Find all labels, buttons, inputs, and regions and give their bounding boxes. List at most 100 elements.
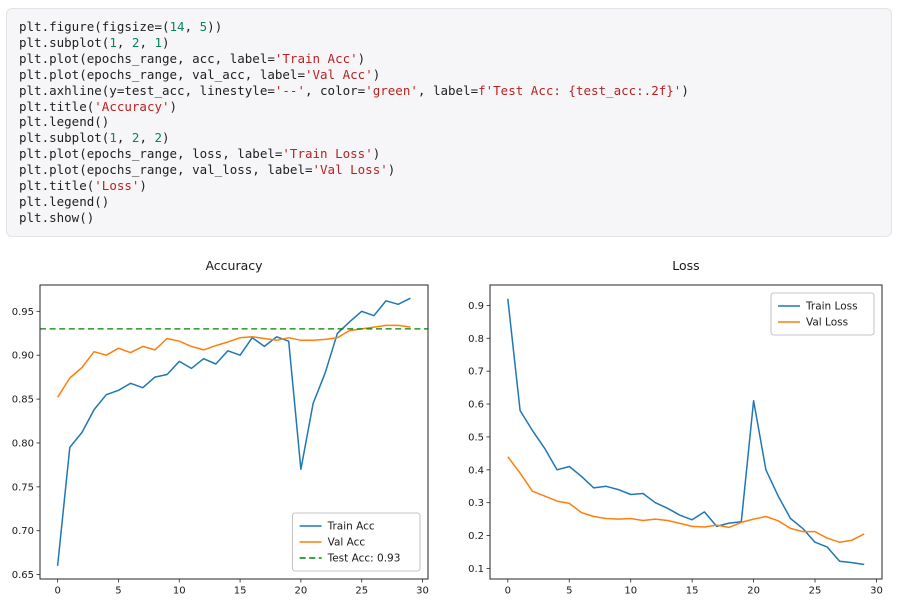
legend-label: Val Acc (328, 536, 366, 548)
y-tick-label: 0.3 (468, 498, 484, 509)
y-tick-label: 0.75 (12, 482, 34, 493)
legend-label: Train Acc (327, 520, 375, 532)
code-token: , (184, 19, 200, 34)
y-tick-label: 0.95 (12, 307, 34, 318)
code-token: 1 (109, 130, 117, 146)
code-token: plt.figure(figsize=( (19, 19, 170, 34)
loss-chart: Loss 0 5 10 15 20 25 30 0.1 0.2 0.3 0.4 0.5 0.6 0.7 0.8… (462, 252, 892, 603)
code-token: 2 (154, 130, 163, 146)
x-tick-label: 0 (54, 585, 60, 596)
x-tick-label: 25 (809, 585, 822, 596)
y-tick-label: 0.4 (468, 465, 484, 476)
code-token: )) (207, 19, 223, 34)
code-line: plt.axhline(y=test_acc, linestyle='--', … (19, 83, 879, 99)
code-token: ) (372, 66, 381, 82)
code-line: plt.legend() (19, 114, 879, 130)
code-token: 'Loss' (94, 178, 140, 194)
code-line: plt.plot(epochs_range, val_loss, label='… (19, 162, 879, 178)
code-token: ) (162, 34, 170, 50)
y-tick-label: 0.1 (468, 564, 484, 575)
code-token: plt.title( (19, 178, 95, 194)
code-token: 1 (109, 34, 117, 50)
code-line: plt.plot(epochs_range, loss, label='Trai… (19, 146, 879, 162)
code-token: ) (372, 146, 381, 162)
code-token: plt.subplot( (19, 130, 110, 146)
y-tick-label: 0.8 (468, 334, 484, 345)
series-line-val-acc (56, 324, 411, 398)
y-tick-label: 0.2 (468, 531, 484, 542)
legend: Train Loss Val Loss (770, 292, 875, 336)
x-tick-label: 0 (505, 585, 511, 596)
code-token: plt.plot(epochs_range, loss, label= (19, 146, 283, 162)
code-token: ) (162, 130, 170, 146)
y-tick-label: 0.80 (12, 438, 34, 449)
code-token: 5 (199, 19, 208, 34)
code-token: f'Test Acc: {test_acc:.2f}' (478, 82, 682, 98)
axes-spines (489, 284, 883, 580)
code-token: , (139, 34, 155, 50)
code-token: 'Val Acc' (304, 66, 373, 82)
chart-title: Accuracy (205, 258, 263, 273)
x-tick-label: 30 (870, 585, 883, 596)
code-token: 14 (169, 19, 185, 34)
code-token: 2 (131, 34, 140, 50)
legend: Train Acc Val Acc Test Acc: 0.93 (292, 512, 421, 572)
code-token: 'Train Loss' (282, 146, 373, 162)
code-token: , (116, 130, 132, 146)
x-tick-label: 15 (234, 585, 247, 596)
x-tick-label: 25 (355, 585, 368, 596)
code-token: 'Val Loss' (312, 162, 388, 178)
y-tick-label: 0.6 (468, 399, 484, 410)
code-line: plt.title('Accuracy') (19, 99, 879, 115)
code-token: plt.title( (19, 98, 95, 114)
code-token: ) (139, 178, 147, 194)
code-token: plt.legend() (19, 114, 110, 130)
series-line-val-loss (507, 456, 865, 543)
code-token: ) (387, 162, 396, 178)
code-line: plt.show() (19, 210, 879, 226)
axes-spines (39, 284, 429, 580)
y-tick-label: 0.65 (12, 570, 34, 581)
x-tick-label: 20 (747, 585, 760, 596)
code-token: , (139, 130, 155, 146)
x-tick-label: 10 (173, 585, 186, 596)
code-line: plt.figure(figsize=(14, 5)) (19, 19, 879, 35)
x-tick-label: 15 (686, 585, 699, 596)
code-token: 'Accuracy' (94, 98, 170, 114)
code-token: , (116, 34, 132, 50)
code-cell[interactable]: plt.figure(figsize=(14, 5)) plt.subplot(1… (6, 8, 892, 237)
y-tick-label: 0.90 (12, 350, 34, 361)
x-tick-label: 10 (624, 585, 637, 596)
code-token: , label= (417, 82, 479, 98)
code-token: plt.legend() (19, 193, 110, 209)
code-token: plt.plot(epochs_range, val_acc, label= (19, 66, 305, 82)
code-token: plt.plot(epochs_range, val_loss, label= (19, 162, 313, 178)
legend-label: Train Loss (805, 300, 858, 312)
accuracy-chart: Accuracy 0 5 10 15 20 25 30 0.65 0.70 0.75 0.80 0.85… (6, 252, 438, 603)
code-token: plt.subplot( (19, 34, 110, 50)
legend-label: Val Loss (806, 316, 848, 328)
code-line: plt.subplot(1, 2, 1) (19, 35, 879, 51)
y-tick-label: 0.85 (12, 394, 34, 405)
legend-box (292, 512, 421, 572)
series-line-train-acc (56, 297, 411, 566)
x-tick-label: 5 (115, 585, 121, 596)
x-tick-label: 30 (416, 585, 429, 596)
series-line-train-loss (507, 298, 865, 566)
code-line: plt.plot(epochs_range, acc, label='Train… (19, 51, 879, 67)
legend-label: Test Acc: 0.93 (327, 552, 401, 564)
y-tick-label: 0.7 (468, 366, 484, 377)
code-token: 'green' (365, 82, 418, 98)
code-line: plt.title('Loss') (19, 178, 879, 194)
x-tick-label: 20 (295, 585, 308, 596)
code-lines[interactable]: plt.figure(figsize=(14, 5)) plt.subplot(1… (19, 19, 879, 226)
code-token: ) (357, 50, 366, 66)
x-tick-label: 5 (566, 585, 572, 596)
code-token: plt.plot(epochs_range, acc, label= (19, 50, 275, 66)
y-tick-label: 0.5 (468, 432, 484, 443)
code-token: plt.show() (19, 209, 95, 225)
code-line: plt.subplot(1, 2, 2) (19, 130, 879, 146)
code-token: plt.axhline(y=test_acc, linestyle= (19, 82, 275, 98)
legend-box (770, 292, 875, 336)
